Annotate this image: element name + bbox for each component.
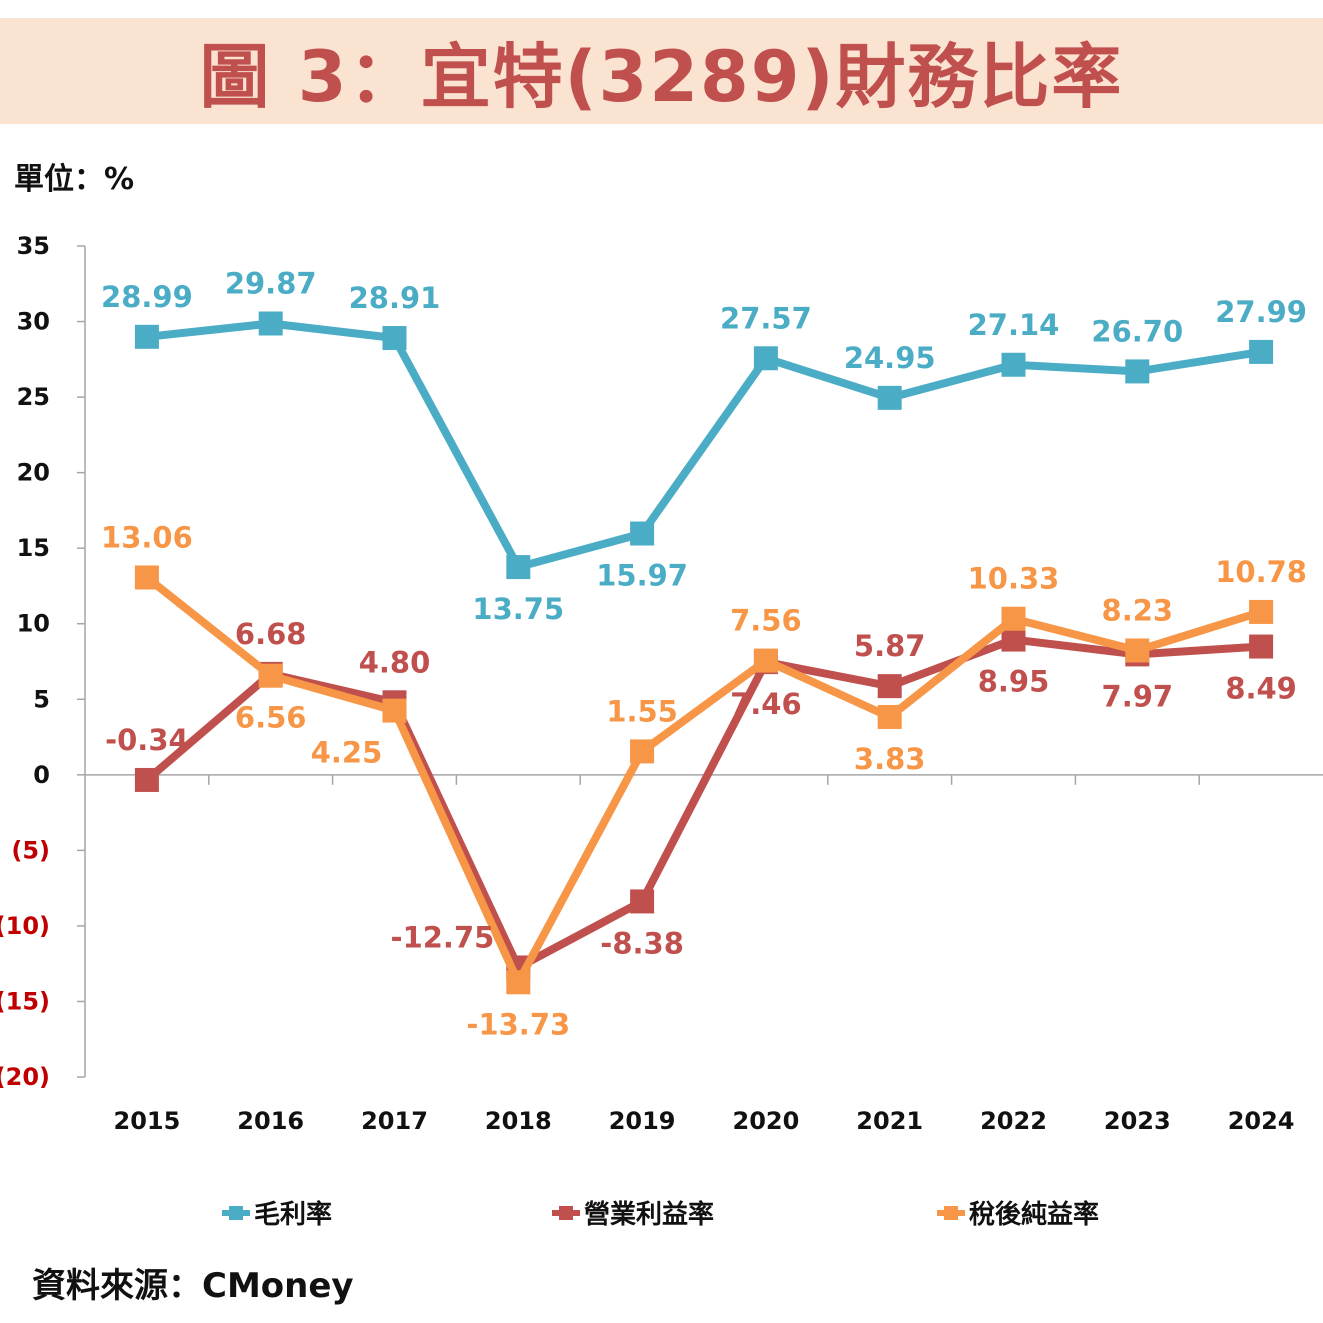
unit-label: 單位：%	[14, 162, 135, 197]
data-label: 13.75	[472, 592, 564, 626]
data-point	[1249, 634, 1274, 659]
y-tick-label: 15	[17, 534, 50, 562]
legend-marker	[229, 1206, 243, 1220]
data-label: -13.73	[466, 1007, 570, 1041]
legend-marker	[944, 1206, 958, 1220]
data-point	[1249, 599, 1274, 624]
data-label: 26.70	[1091, 314, 1183, 348]
data-point	[506, 970, 531, 995]
data-label: 3.83	[854, 742, 926, 776]
x-tick-label: 2022	[980, 1107, 1047, 1135]
data-label: 7.56	[730, 604, 802, 638]
x-tick-label: 2021	[856, 1107, 923, 1135]
data-point	[877, 704, 902, 729]
data-label: -8.38	[600, 926, 684, 960]
data-label: 24.95	[844, 341, 936, 375]
data-label: 5.87	[854, 629, 926, 663]
y-tick-label: (5)	[11, 836, 50, 864]
data-label: 8.95	[978, 665, 1050, 699]
y-tick-label: 25	[17, 383, 50, 411]
data-point	[1125, 638, 1150, 663]
data-label: 1.55	[606, 694, 678, 728]
data-label: 8.49	[1225, 672, 1297, 706]
y-tick-label: 20	[17, 459, 50, 487]
data-label: 6.68	[235, 617, 307, 651]
data-point	[753, 346, 778, 371]
data-label: -12.75	[391, 920, 495, 954]
source-label: 資料來源：CMoney	[32, 1266, 354, 1306]
data-point	[134, 565, 159, 590]
series-line-1	[144, 635, 1262, 972]
data-label: 28.91	[349, 281, 441, 315]
data-point	[382, 698, 407, 723]
x-tick-label: 2018	[485, 1107, 552, 1135]
data-label: 10.33	[968, 562, 1060, 596]
legend-label: 稅後純益率	[969, 1199, 1099, 1230]
data-label: 27.57	[720, 301, 812, 335]
data-point	[1001, 606, 1026, 631]
data-point	[753, 648, 778, 673]
data-point	[877, 674, 902, 699]
data-point	[1249, 339, 1274, 364]
legend-label: 毛利率	[254, 1199, 332, 1230]
data-label: 7.46	[730, 687, 802, 721]
data-label: 7.97	[1102, 679, 1174, 713]
data-point	[134, 324, 159, 349]
data-label: -0.34	[105, 723, 189, 757]
legend-label: 營業利益率	[584, 1199, 714, 1230]
data-label: 6.56	[235, 701, 307, 735]
x-tick-label: 2024	[1228, 1107, 1295, 1135]
data-label: 10.78	[1215, 555, 1307, 589]
data-point	[877, 385, 902, 410]
y-tick-label: (10)	[0, 912, 50, 940]
x-tick-label: 2017	[361, 1107, 428, 1135]
data-label: 27.99	[1215, 295, 1307, 329]
y-tick-label: 35	[17, 232, 50, 260]
data-label: 29.87	[225, 267, 317, 301]
legend-marker	[559, 1206, 573, 1220]
data-label: 4.25	[311, 736, 383, 770]
data-label: 13.06	[101, 520, 193, 554]
x-tick-label: 2015	[114, 1107, 181, 1135]
series-line-0	[146, 319, 1262, 572]
data-point	[134, 767, 159, 792]
y-tick-label: 0	[33, 761, 50, 789]
data-point	[382, 326, 407, 351]
data-label: 15.97	[596, 559, 688, 593]
data-point	[1001, 352, 1026, 377]
x-tick-label: 2023	[1104, 1107, 1171, 1135]
data-label: 4.80	[359, 645, 431, 679]
chart-title: 圖 3：宜特(3289)財務比率	[199, 35, 1124, 118]
series-line-2	[144, 574, 1263, 987]
data-label: 28.99	[101, 280, 193, 314]
data-point	[1125, 359, 1150, 384]
data-point	[630, 889, 655, 914]
x-tick-label: 2020	[733, 1107, 800, 1135]
data-label: 8.23	[1102, 593, 1174, 627]
title-banner: 圖 3：宜特(3289)財務比率	[0, 18, 1323, 124]
data-point	[258, 311, 283, 336]
x-tick-label: 2016	[237, 1107, 304, 1135]
data-point	[630, 521, 655, 546]
data-point	[1001, 627, 1026, 652]
data-label: 27.14	[968, 308, 1060, 342]
y-tick-label: (15)	[0, 987, 50, 1015]
x-tick-label: 2019	[609, 1107, 676, 1135]
y-tick-label: 30	[17, 308, 50, 336]
y-tick-label: 10	[17, 610, 50, 638]
data-point	[258, 663, 283, 688]
data-point	[506, 555, 531, 580]
y-tick-label: (20)	[0, 1063, 50, 1091]
y-tick-label: 5	[33, 685, 50, 713]
data-point	[630, 739, 655, 764]
